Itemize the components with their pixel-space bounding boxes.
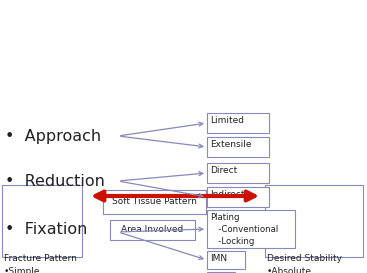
Text: Fracture Pattern
•Simple
•Complex: Fracture Pattern •Simple •Complex [4, 254, 77, 273]
FancyBboxPatch shape [2, 185, 82, 257]
Text: Indirect: Indirect [210, 190, 244, 199]
FancyBboxPatch shape [207, 113, 269, 133]
FancyBboxPatch shape [207, 210, 295, 248]
Text: Direct: Direct [210, 166, 237, 175]
Text: •  Reduction: • Reduction [5, 174, 105, 188]
FancyBboxPatch shape [207, 272, 235, 273]
Text: •  Approach: • Approach [5, 129, 101, 144]
Text: Soft Tissue Pattern: Soft Tissue Pattern [112, 197, 196, 206]
FancyBboxPatch shape [207, 187, 269, 207]
FancyBboxPatch shape [207, 251, 245, 269]
Text: Area Involved: Area Involved [121, 225, 183, 235]
Text: Desired Stability
•Absolute
•Relative: Desired Stability •Absolute •Relative [267, 254, 342, 273]
Text: Extensile: Extensile [210, 140, 251, 149]
Text: •  Fixation: • Fixation [5, 222, 87, 238]
FancyBboxPatch shape [207, 137, 269, 157]
FancyBboxPatch shape [265, 185, 363, 257]
FancyBboxPatch shape [103, 190, 206, 214]
Text: Limited: Limited [210, 116, 244, 125]
FancyBboxPatch shape [207, 163, 269, 183]
FancyBboxPatch shape [110, 220, 195, 240]
Text: IMN: IMN [210, 254, 227, 263]
Text: Plating
   -Conventional
   -Locking: Plating -Conventional -Locking [210, 213, 278, 246]
